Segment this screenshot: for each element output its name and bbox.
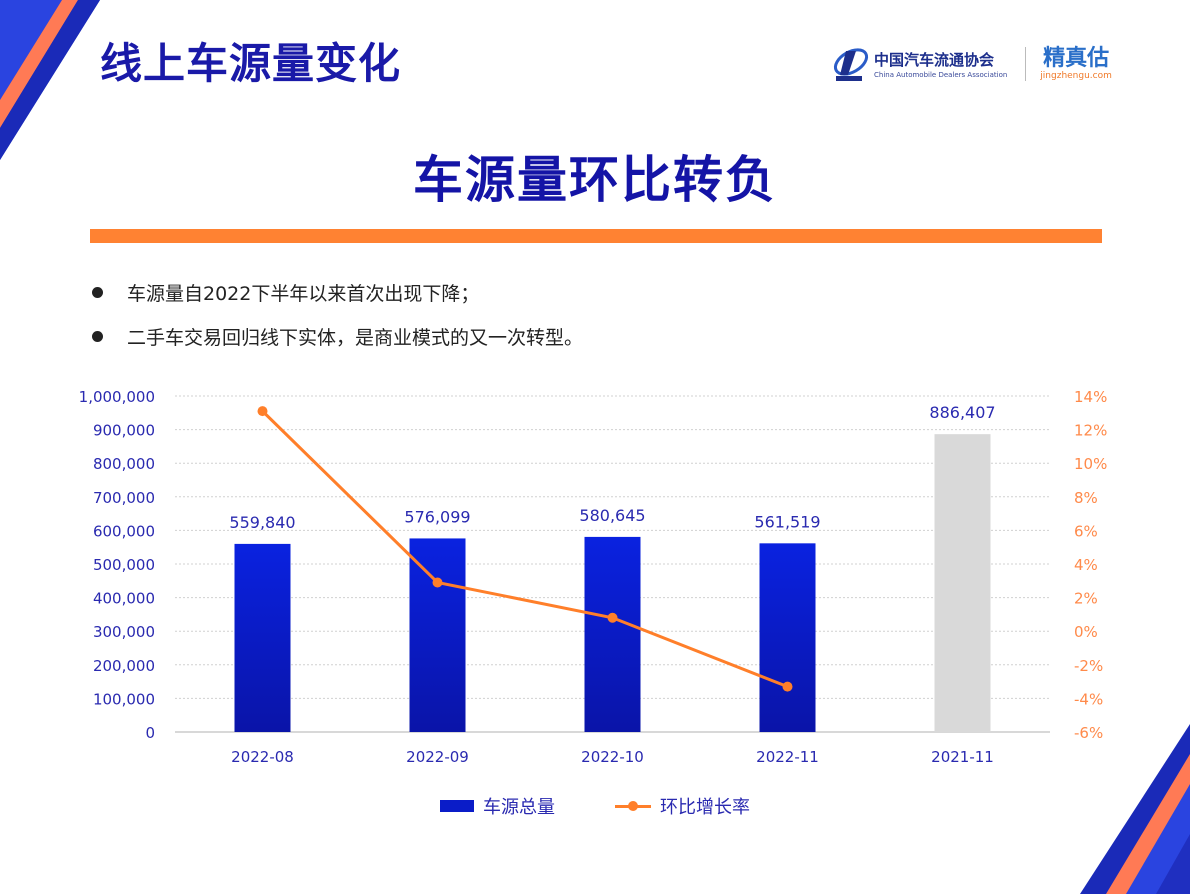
- x-axis-tick-label: 2022-08: [231, 748, 294, 766]
- y2-axis-tick-label: -6%: [1074, 724, 1103, 742]
- legend-line-label: 环比增长率: [660, 797, 750, 818]
- growth-rate-point: [257, 406, 268, 417]
- corner-decoration-bottom-right: [1080, 724, 1190, 894]
- legend-item-line: 环比增长率: [615, 793, 750, 819]
- bar: [759, 543, 816, 732]
- bullet-text: 二手车交易回归线下实体，是商业模式的又一次转型。: [127, 326, 584, 349]
- cada-emblem-icon: [833, 48, 869, 81]
- y-axis-tick-label: 500,000: [93, 556, 155, 574]
- y-axis-tick-label: 200,000: [93, 657, 155, 675]
- logo-divider: [1025, 47, 1027, 81]
- y2-axis-tick-label: -4%: [1074, 690, 1103, 708]
- cada-logo: 中国汽车流通协会 China Automobile Dealers Associ…: [832, 45, 1007, 83]
- accent-divider: [90, 229, 1102, 243]
- combo-chart: 0 100,000 200,000 300,000 400,000 500,000 600,…: [79, 388, 1108, 766]
- bullet-list: 车源量自2022下半年以来首次出现下降； 二手车交易回归线下实体，是商业模式的又…: [92, 270, 583, 358]
- cada-name-cn: 中国汽车流通协会: [874, 51, 995, 69]
- growth-rate-line: [261, 410, 789, 689]
- bullet-item: 车源量自2022下半年以来首次出现下降；: [92, 270, 583, 314]
- x-axis-tick-label: 2022-09: [406, 748, 469, 766]
- bar: [234, 543, 291, 732]
- x-axis-tick-label: 2022-10: [581, 748, 644, 766]
- y-axis-tick-label: 0: [145, 724, 155, 742]
- bar: [934, 434, 991, 732]
- corner-decoration-top-left: [0, 0, 100, 160]
- legend-line-swatch-icon: [615, 800, 651, 812]
- y-axis-tick-label: 800,000: [93, 455, 155, 473]
- y2-axis-tick-label: 10%: [1074, 455, 1107, 473]
- bullet-dot-icon: [92, 286, 103, 298]
- bar: [584, 536, 641, 732]
- y2-axis-tick-label: 6%: [1074, 522, 1098, 540]
- headline: 车源量环比转负: [413, 151, 777, 209]
- y2-axis-tick-label: 12%: [1074, 422, 1107, 440]
- y2-axis-tick-label: 4%: [1074, 556, 1098, 574]
- bar-value-label: 576,099: [404, 507, 470, 526]
- bullet-text: 车源量自2022下半年以来首次出现下降；: [127, 282, 480, 305]
- y2-axis-tick-label: 14%: [1074, 388, 1107, 406]
- x-axis-tick-label: 2021-11: [931, 748, 994, 766]
- legend-item-bar: 车源总量: [440, 793, 555, 819]
- y-axis-tick-label: 300,000: [93, 623, 155, 641]
- page-title: 线上车源量变化: [100, 39, 402, 88]
- bar-value-label: 580,645: [579, 506, 645, 525]
- chart-legend: 车源总量 环比增长率: [0, 793, 1190, 819]
- y-axis-tick-label: 100,000: [93, 690, 155, 708]
- y-axis-tick-label: 600,000: [93, 522, 155, 540]
- bullet-dot-icon: [92, 330, 103, 342]
- y-axis-tick-label: 900,000: [93, 422, 155, 440]
- bar: [409, 538, 466, 732]
- jingzhengu-url: jingzhengu.com: [1040, 71, 1112, 81]
- y-axis-tick-label: 700,000: [93, 489, 155, 507]
- y2-axis-tick-label: -2%: [1074, 657, 1103, 675]
- y-axis-tick-label: 400,000: [93, 590, 155, 608]
- legend-bar-swatch-icon: [440, 800, 474, 812]
- bar-value-label: 886,407: [929, 403, 995, 422]
- legend-bar-label: 车源总量: [483, 797, 555, 818]
- cada-name-en: China Automobile Dealers Association: [874, 71, 1008, 79]
- bar-value-label: 561,519: [754, 512, 820, 531]
- y2-axis-tick-label: 0%: [1074, 623, 1098, 641]
- growth-rate-point: [432, 577, 443, 588]
- logo-group: 中国汽车流通协会 China Automobile Dealers Associ…: [832, 44, 1112, 84]
- bar-value-label: 559,840: [229, 513, 295, 532]
- bullet-item: 二手车交易回归线下实体，是商业模式的又一次转型。: [92, 314, 583, 358]
- y2-axis-tick-label: 8%: [1074, 489, 1098, 507]
- jingzhengu-logo: 精真估 jingzhengu.com: [1040, 46, 1112, 82]
- growth-rate-point: [607, 612, 618, 623]
- jingzhengu-name-cn: 精真估: [1043, 46, 1110, 71]
- growth-rate-point: [782, 681, 793, 692]
- y2-axis-tick-label: 2%: [1074, 590, 1098, 608]
- y-axis-tick-label: 1,000,000: [79, 388, 155, 406]
- x-axis-tick-label: 2022-11: [756, 748, 819, 766]
